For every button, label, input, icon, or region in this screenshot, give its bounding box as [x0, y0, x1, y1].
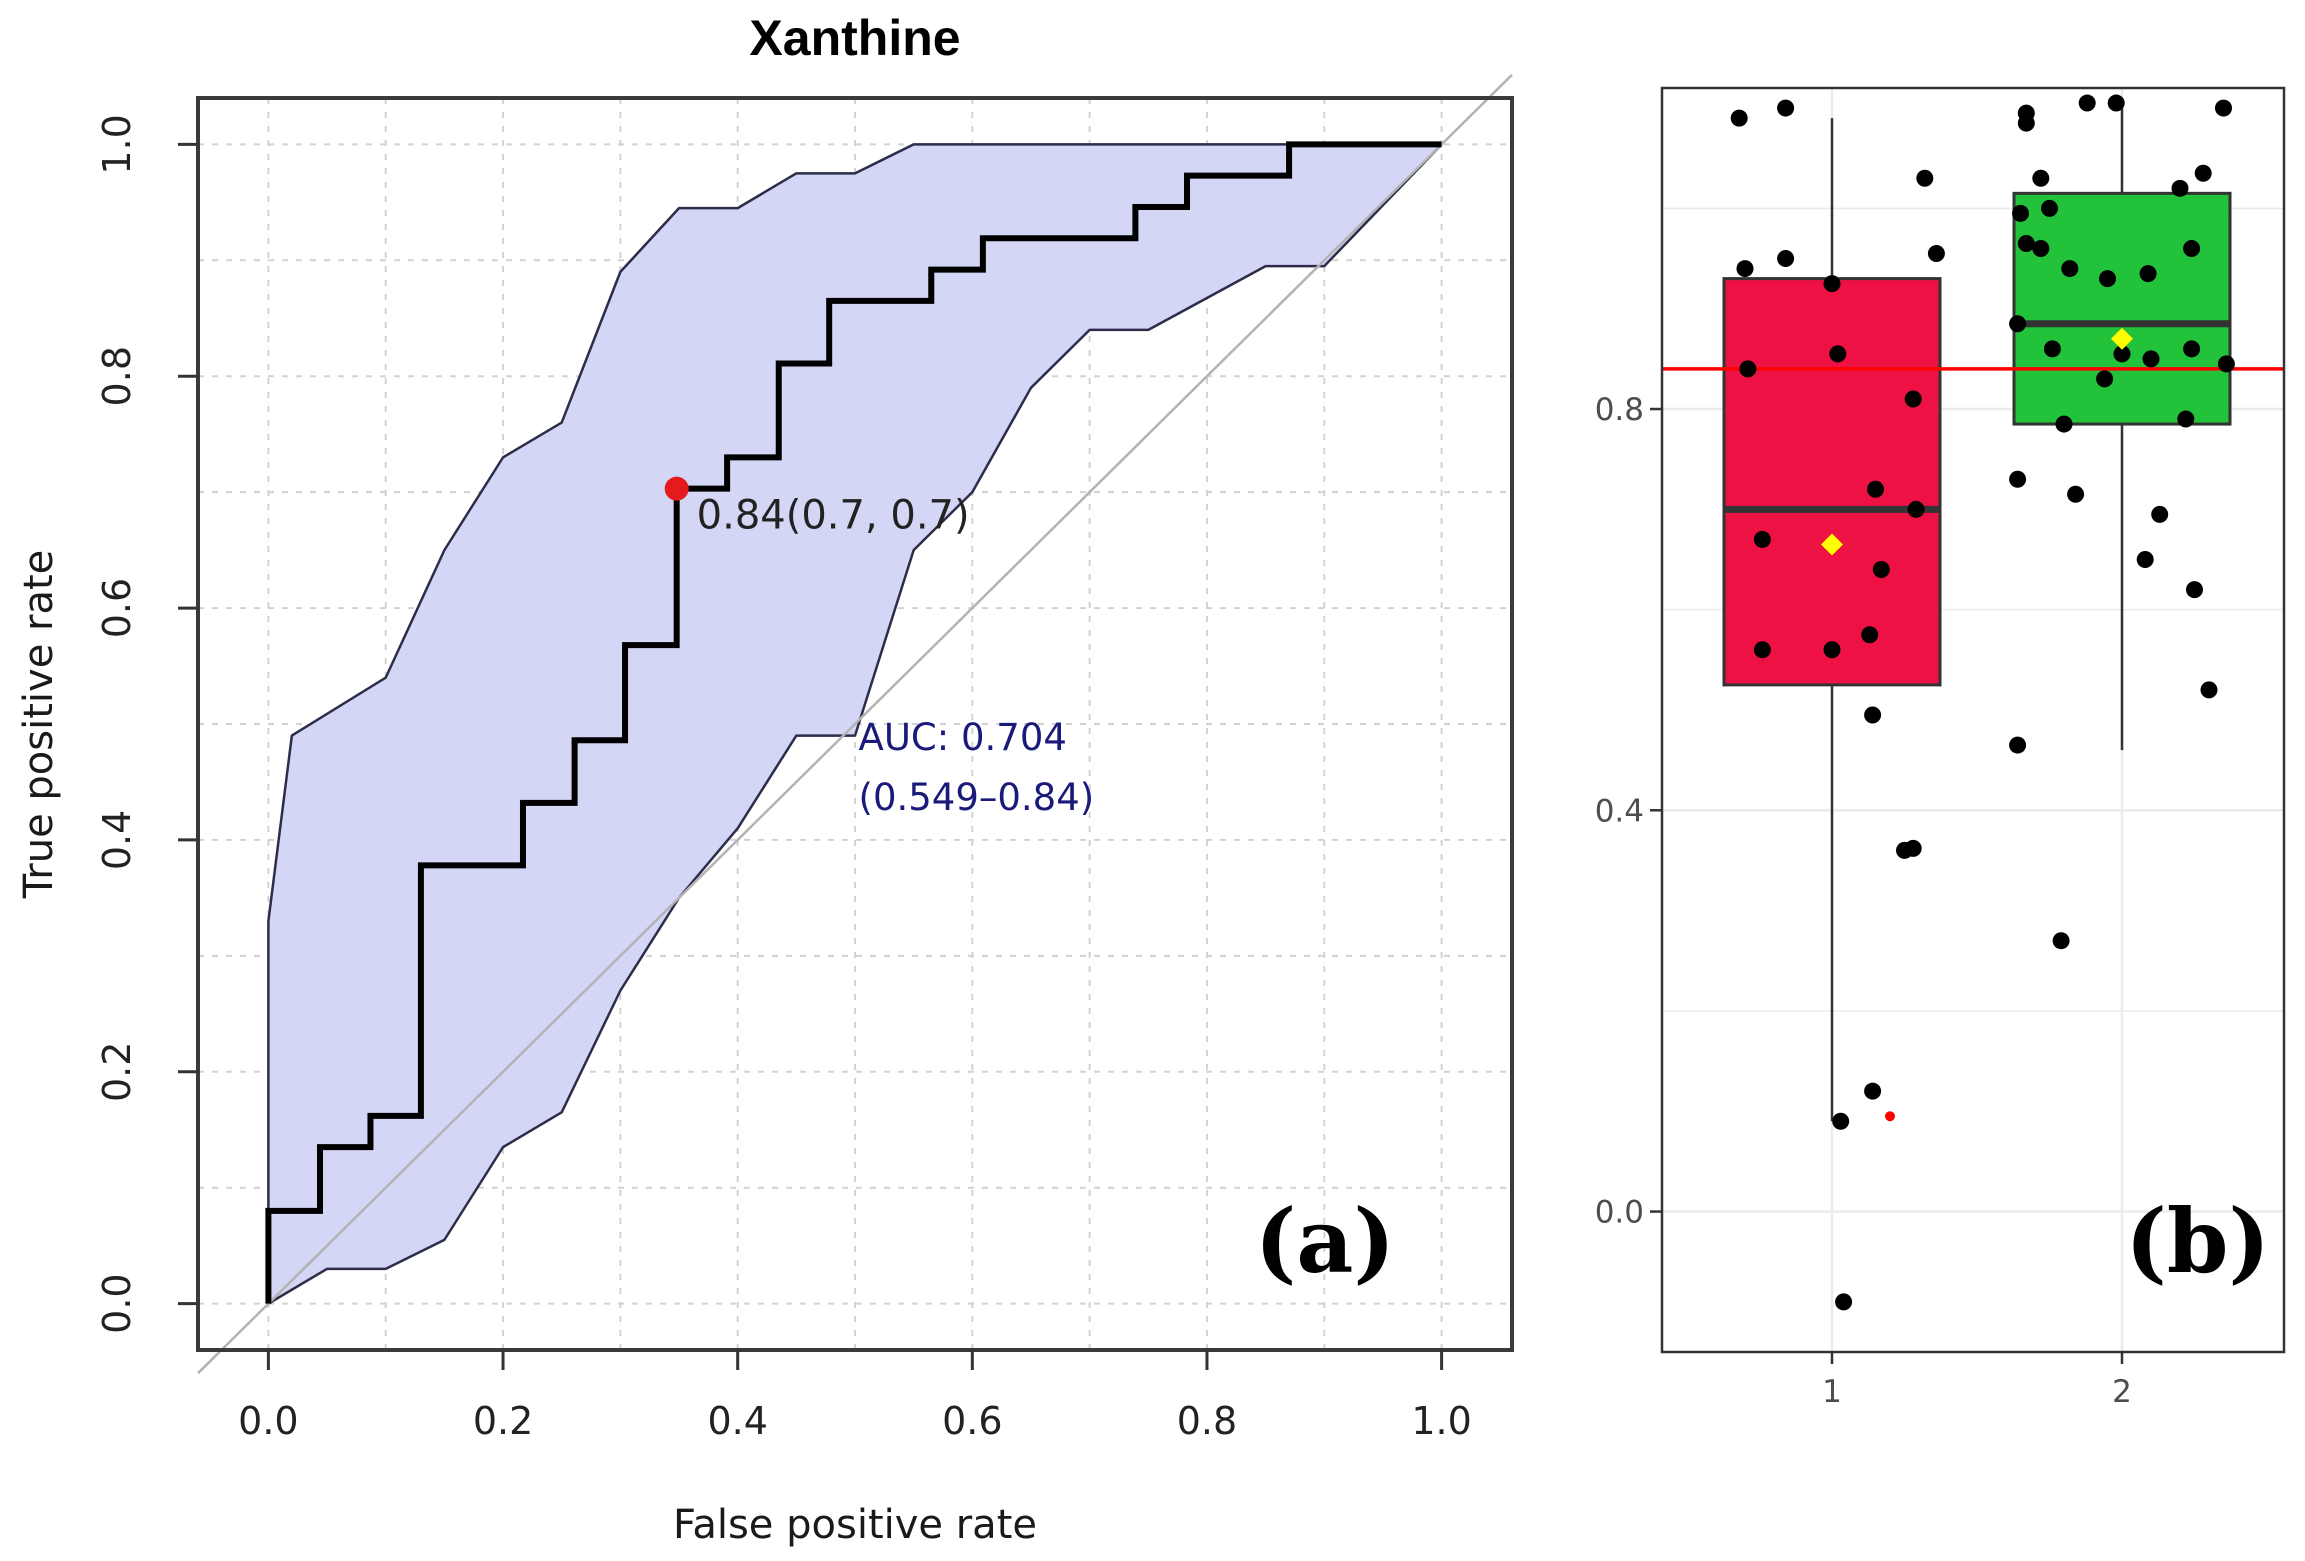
data-point	[1872, 561, 1890, 579]
data-point	[2078, 94, 2096, 112]
data-point	[1907, 500, 1925, 518]
data-point	[2067, 485, 2085, 503]
y-axis-tick-label: 0.8	[95, 346, 139, 406]
data-point	[1904, 390, 1922, 408]
data-point	[2194, 164, 2212, 182]
boxplot-y-axis: 0.0 0.4 0.8	[1595, 392, 1662, 1231]
roc-plot-frame	[196, 96, 1514, 1352]
roc-auc-ci-label: (0.549–0.84)	[859, 776, 1095, 819]
data-point	[1736, 260, 1754, 278]
data-point	[2061, 260, 2079, 278]
data-point	[1832, 1112, 1850, 1130]
data-point	[1753, 530, 1771, 548]
roc-optimal-point-label: 0.84(0.7, 0.7)	[697, 493, 970, 539]
x-axis-tick-label: 1.0	[1411, 1399, 1471, 1443]
y-axis-tick-label: 0.0	[1595, 1195, 1644, 1231]
data-point	[1823, 275, 1841, 293]
data-point	[1777, 99, 1795, 117]
x-axis-tick-label: 0.8	[1177, 1399, 1237, 1443]
y-axis-tick-label: 1.0	[95, 114, 139, 174]
x-axis-label: False positive rate	[673, 1502, 1037, 1548]
data-point	[2183, 240, 2201, 258]
data-point	[1777, 250, 1795, 268]
data-point	[2032, 169, 2050, 187]
x-axis-tick-label: 0.6	[942, 1399, 1002, 1443]
data-point	[2041, 199, 2058, 217]
data-point	[1753, 641, 1771, 659]
data-point	[2012, 204, 2029, 222]
outlier-point	[1885, 1111, 1895, 1122]
data-point	[1916, 169, 1934, 187]
data-point	[2217, 355, 2235, 373]
data-point	[2032, 240, 2050, 258]
roc-diagonal-line	[197, 73, 1513, 1375]
data-point	[2009, 315, 2027, 333]
data-point	[1927, 245, 1945, 263]
x-axis-tick-label: 0.2	[473, 1399, 533, 1443]
data-point	[2017, 104, 2035, 122]
box-group-1	[1722, 277, 1942, 687]
x-axis-tick-label: 1	[1822, 1374, 1842, 1410]
data-point	[2142, 350, 2160, 368]
data-point	[2136, 550, 2154, 568]
data-point	[2009, 470, 2027, 488]
data-point	[2177, 410, 2195, 428]
y-axis-tick-label: 0.8	[1595, 392, 1644, 428]
data-point	[2043, 340, 2061, 358]
data-point	[2017, 234, 2035, 252]
roc-curve-line	[265, 141, 1442, 1304]
roc-x-axis: 0.0 0.2 0.4 0.6 0.8 1.0	[238, 1350, 1472, 1443]
data-point	[2099, 270, 2116, 288]
x-axis-tick-label: 2	[2112, 1374, 2132, 1410]
boxplot-boxes	[1722, 108, 2232, 1122]
data-point	[2183, 340, 2201, 358]
data-point	[2096, 370, 2114, 388]
data-point	[1861, 626, 1879, 644]
roc-optimal-point	[664, 476, 689, 501]
data-point	[2151, 505, 2169, 523]
data-point	[1904, 839, 1922, 857]
panel-label-b: (b)	[2125, 1189, 2270, 1293]
data-point	[1867, 480, 1884, 498]
y-axis-tick-label: 0.4	[1595, 793, 1644, 829]
panel-label-a: (a)	[1255, 1189, 1395, 1293]
data-point	[2009, 736, 2027, 754]
boxplot-frame	[1660, 86, 2286, 1354]
x-axis-tick-label: 0.4	[707, 1399, 767, 1443]
data-point	[2139, 265, 2157, 283]
data-point	[1739, 360, 1757, 378]
y-axis-tick-label: 0.0	[95, 1273, 139, 1333]
y-axis-tick-label: 0.4	[95, 810, 139, 870]
data-point	[1730, 109, 1748, 127]
data-point	[1864, 706, 1882, 724]
boxplot-points	[1730, 94, 2235, 1311]
boxplot-means	[1821, 327, 2133, 556]
chart-title: Xanthine	[749, 10, 960, 66]
data-point	[2107, 94, 2125, 112]
data-point	[2055, 415, 2073, 433]
x-axis-tick-label: 0.0	[238, 1399, 298, 1443]
data-point	[1835, 1293, 1853, 1311]
roc-auc-label: AUC: 0.704	[859, 716, 1067, 759]
data-point	[2200, 681, 2218, 699]
data-point	[2186, 581, 2203, 599]
mean-marker	[2111, 327, 2133, 350]
data-point	[1823, 641, 1841, 659]
y-axis-label: True positive rate	[16, 550, 62, 900]
data-point	[2215, 99, 2232, 117]
mean-marker	[1821, 533, 1843, 556]
data-point	[2113, 345, 2131, 363]
y-axis-tick-label: 0.6	[95, 578, 139, 638]
data-point	[1829, 345, 1847, 363]
data-point	[1864, 1082, 1882, 1100]
roc-panel: Xanthine 0.84(0.7, 0.7) AUC: 0.704 (0.54…	[16, 10, 1514, 1548]
roc-y-axis: 0.0 0.2 0.4 0.6 0.8 1.0	[95, 114, 198, 1334]
data-point	[2052, 932, 2070, 950]
y-axis-tick-label: 0.2	[95, 1042, 139, 1102]
box-group-2	[2012, 191, 2232, 426]
data-point	[2171, 179, 2189, 197]
